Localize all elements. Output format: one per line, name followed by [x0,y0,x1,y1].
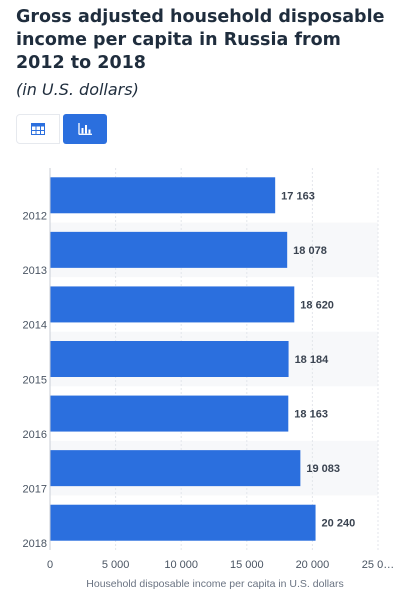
y-tick-label: 2014 [23,320,47,332]
y-tick-label: 2017 [23,483,47,495]
value-label: 20 240 [322,518,356,530]
x-tick-label: 0 [47,559,53,571]
y-tick-label: 2018 [23,538,47,550]
chart-title: Gross adjusted household disposable inco… [16,7,385,73]
y-tick-label: 2015 [23,374,47,386]
value-label: 18 620 [300,299,334,311]
x-tick-label: 25 0… [362,559,394,571]
y-tick-label: 2016 [23,429,47,441]
x-axis-title: Household disposable income per capita i… [86,578,343,590]
bar-2015[interactable] [50,341,289,377]
bar-2012[interactable] [50,177,276,214]
x-tick-label: 15 000 [230,559,264,571]
bar-2017[interactable] [50,450,301,487]
x-tick-label: 10 000 [164,559,198,571]
value-label: 18 078 [293,245,327,257]
value-label: 18 163 [294,409,328,421]
bar-2018[interactable] [50,504,316,541]
value-label: 19 083 [306,463,340,475]
y-tick-label: 2013 [23,265,47,277]
x-tick-label: 20 000 [296,559,330,571]
value-label: 17 163 [281,190,315,202]
table-view-button[interactable] [16,114,60,144]
value-label: 18 184 [295,354,330,366]
table-icon [31,123,45,135]
bar-2016[interactable] [50,395,289,432]
chart-view-button[interactable] [63,114,107,144]
bar-2013[interactable] [50,231,288,268]
bar-chart-icon [78,123,92,135]
bar-2014[interactable] [50,286,295,323]
chart-subtitle: (in U.S. dollars) [16,80,139,99]
y-tick-label: 2012 [23,211,47,223]
x-tick-label: 5 000 [102,559,130,571]
